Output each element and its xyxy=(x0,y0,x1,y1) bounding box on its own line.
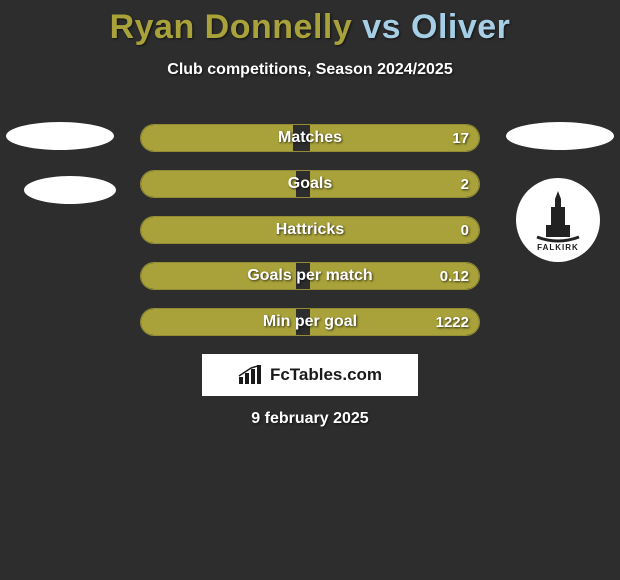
stat-value-right: 0.12 xyxy=(440,263,469,289)
left-crest-placeholder-1 xyxy=(6,122,114,150)
snapshot-date: 9 february 2025 xyxy=(0,410,620,428)
crest-label: FALKIRK xyxy=(537,243,579,252)
right-crest-placeholder xyxy=(506,122,614,150)
stat-rows: Matches17 Goals2 Hattricks0 Goals per match… xyxy=(140,124,480,354)
vs-label: vs xyxy=(362,8,401,46)
stat-label: Hattricks xyxy=(141,217,479,243)
stat-value-right: 1222 xyxy=(436,309,469,335)
source-logo: FcTables.com xyxy=(202,354,418,396)
stat-row: Min per goal1222 xyxy=(140,308,480,336)
stat-value-right: 2 xyxy=(461,171,469,197)
left-crest-placeholder-2 xyxy=(24,176,116,204)
stat-row: Goals per match0.12 xyxy=(140,262,480,290)
comparison-title: Ryan Donnelly vs Oliver xyxy=(0,0,620,47)
player1-name: Ryan Donnelly xyxy=(110,8,353,46)
subtitle: Club competitions, Season 2024/2025 xyxy=(0,61,620,79)
club-crest: FALKIRK xyxy=(516,178,600,262)
stat-row: Matches17 xyxy=(140,124,480,152)
stat-label: Matches xyxy=(141,125,479,151)
stat-label: Goals xyxy=(141,171,479,197)
stat-value-right: 17 xyxy=(452,125,469,151)
bar-chart-icon xyxy=(238,365,264,385)
stat-value-right: 0 xyxy=(461,217,469,243)
stat-label: Goals per match xyxy=(141,263,479,289)
stat-row: Hattricks0 xyxy=(140,216,480,244)
stat-label: Min per goal xyxy=(141,309,479,335)
stat-row: Goals2 xyxy=(140,170,480,198)
player2-name: Oliver xyxy=(411,8,510,46)
logo-text: FcTables.com xyxy=(270,365,382,385)
